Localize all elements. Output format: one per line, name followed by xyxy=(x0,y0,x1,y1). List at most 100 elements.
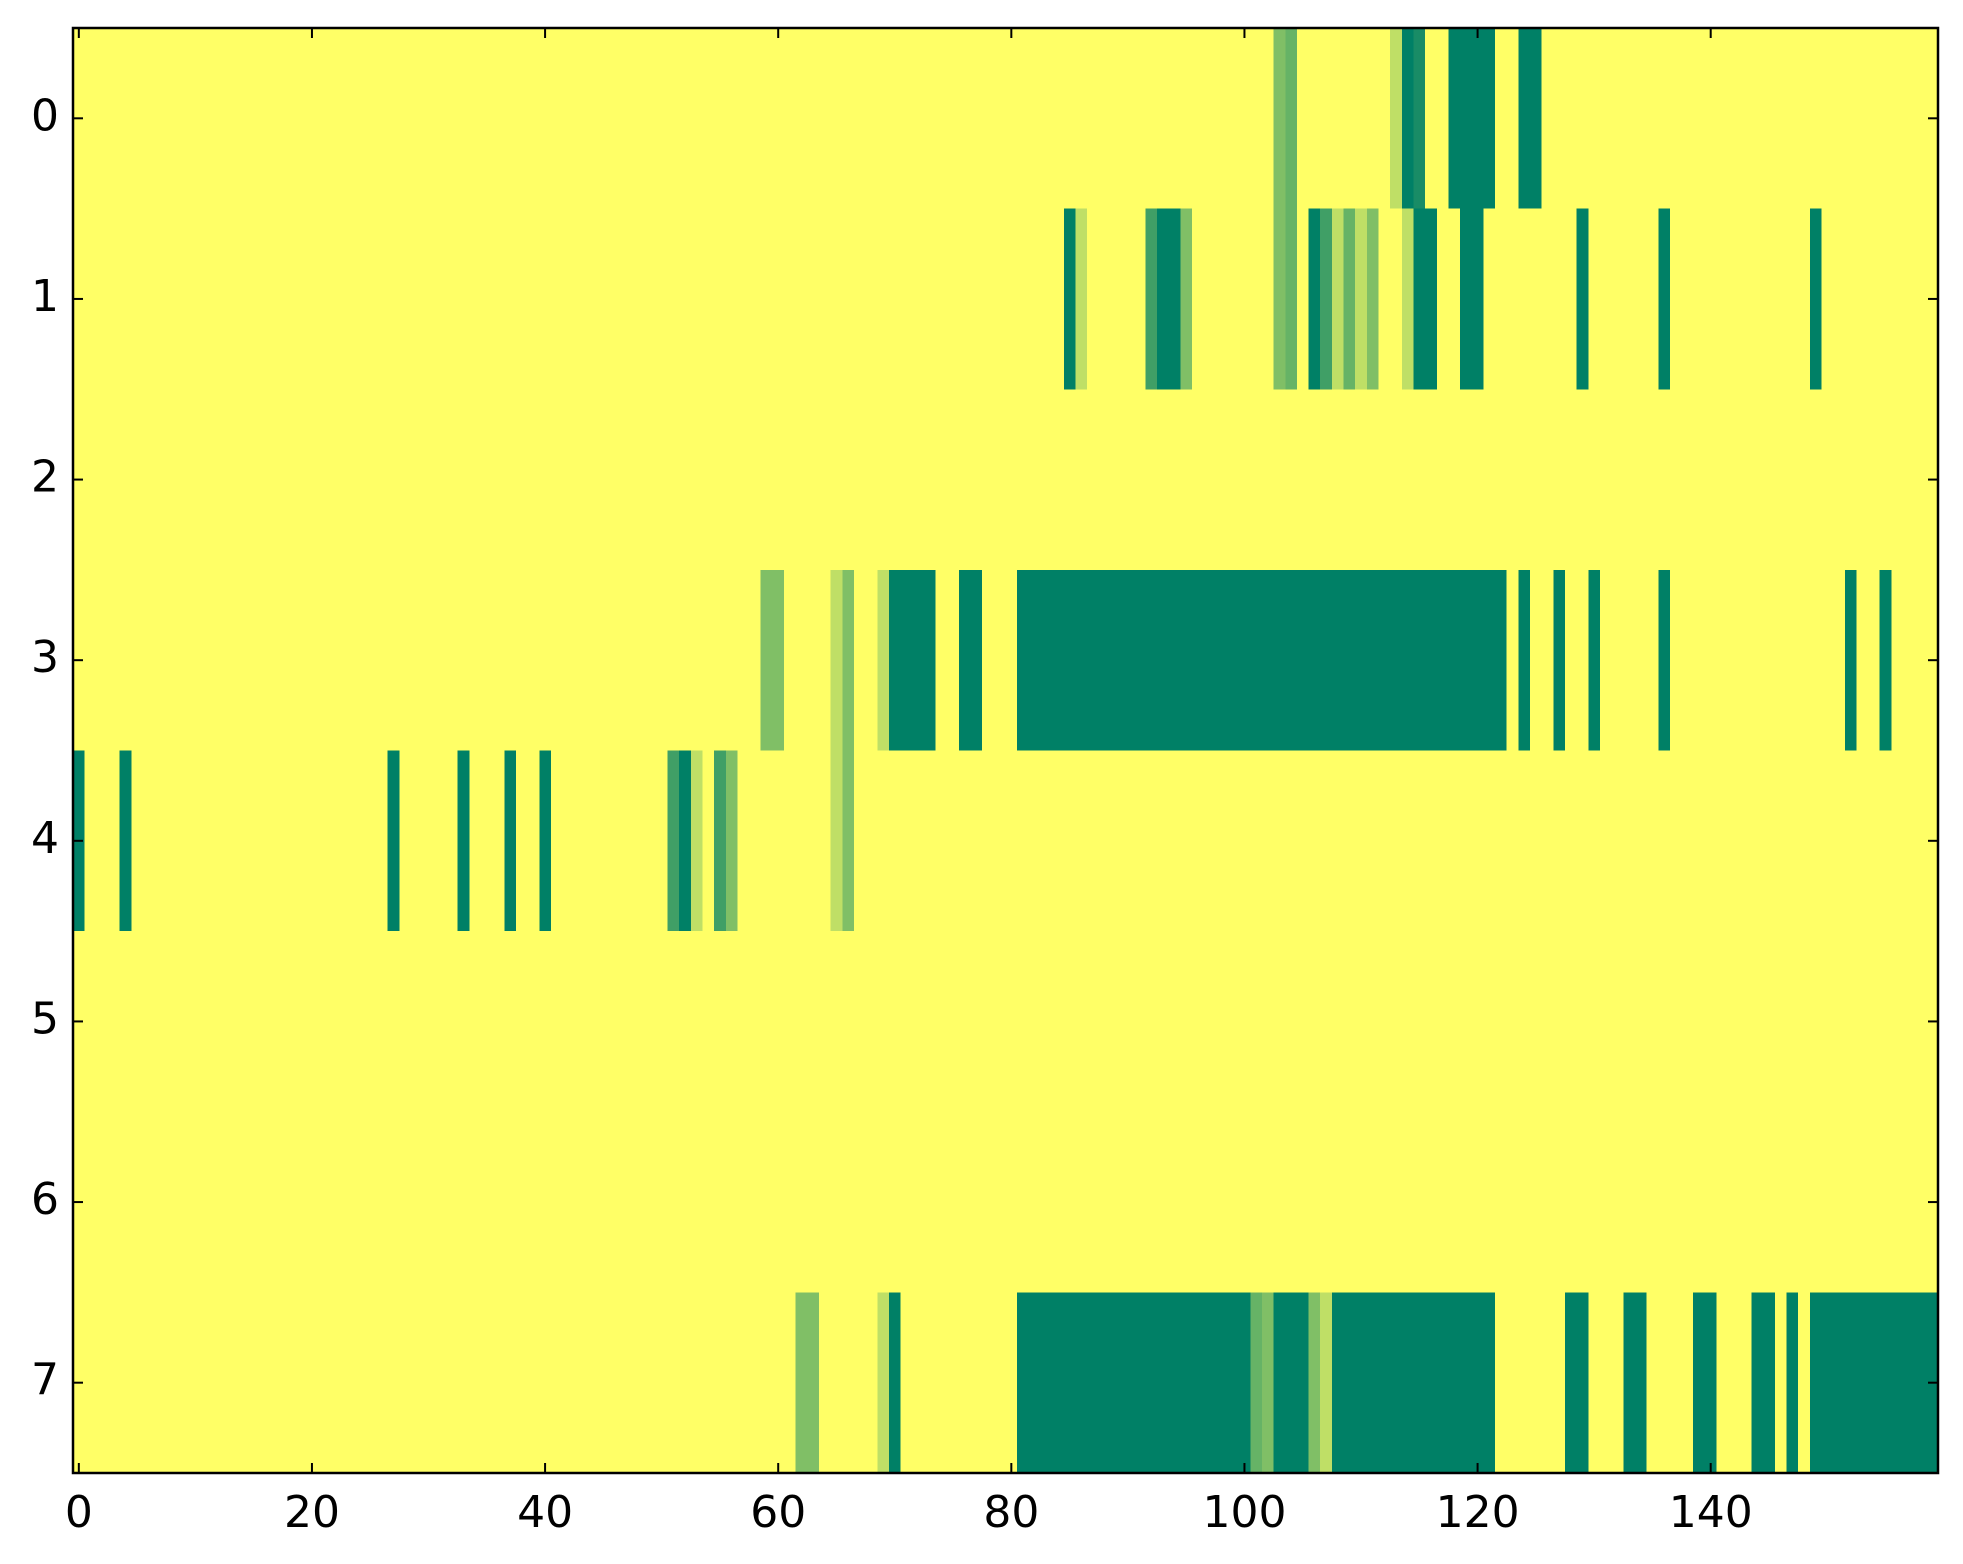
heatmap-cell xyxy=(352,389,365,571)
heatmap-cell xyxy=(1576,389,1589,571)
heatmap-cell xyxy=(1448,208,1461,390)
heatmap-cell xyxy=(807,1111,820,1293)
heatmap-cell xyxy=(1261,750,1275,932)
heatmap-cell xyxy=(1261,931,1275,1113)
heatmap-cell xyxy=(1017,750,1030,932)
heatmap-cell xyxy=(597,1111,610,1293)
heatmap-cell xyxy=(1320,569,1333,751)
heatmap-cell xyxy=(1192,931,1205,1113)
heatmap-cell xyxy=(364,1111,377,1293)
heatmap-cell xyxy=(1215,1292,1228,1474)
heatmap-cell xyxy=(760,1292,773,1474)
heatmap-cell xyxy=(294,28,307,210)
heatmap-cell xyxy=(1739,569,1752,751)
heatmap-cell xyxy=(1017,389,1030,571)
heatmap-cell xyxy=(1541,208,1554,390)
heatmap-cell xyxy=(1763,931,1776,1113)
heatmap-cell xyxy=(1518,1292,1531,1474)
heatmap-cell xyxy=(749,1111,762,1293)
heatmap-cell xyxy=(446,389,459,571)
heatmap-cell xyxy=(1833,750,1846,932)
heatmap-cell xyxy=(958,208,972,390)
heatmap-cell xyxy=(1844,931,1857,1113)
heatmap-cell xyxy=(749,389,762,571)
heatmap-cell xyxy=(119,1292,132,1474)
heatmap-cell xyxy=(1763,389,1776,571)
heatmap-cell xyxy=(585,931,599,1113)
heatmap-cell xyxy=(865,1292,878,1474)
heatmap-cell xyxy=(1716,750,1729,932)
heatmap-cell xyxy=(1448,1111,1461,1293)
heatmap-cell xyxy=(1005,750,1018,932)
heatmap-cell xyxy=(1063,569,1076,751)
heatmap-cell xyxy=(166,28,179,210)
heatmap-cell xyxy=(1751,1111,1764,1293)
heatmap-cell xyxy=(1180,931,1193,1113)
heatmap-cell xyxy=(364,931,377,1113)
heatmap-cell xyxy=(1005,1292,1018,1474)
heatmap-cell xyxy=(364,208,377,390)
heatmap-cell xyxy=(539,208,552,390)
heatmap-cell xyxy=(1891,389,1904,571)
heatmap-cell xyxy=(947,569,960,751)
heatmap-cell xyxy=(819,1111,832,1293)
heatmap-cell xyxy=(1308,208,1321,390)
heatmap-cell xyxy=(294,1111,307,1293)
heatmap-cell xyxy=(807,28,820,210)
heatmap-cell xyxy=(1833,28,1846,210)
heatmap-cell xyxy=(1448,931,1461,1113)
heatmap-cell xyxy=(1122,1292,1135,1474)
heatmap-cell xyxy=(935,208,948,390)
heatmap-cell xyxy=(1868,569,1881,751)
heatmap-cell xyxy=(341,1111,354,1293)
heatmap-cell xyxy=(760,750,773,932)
heatmap-cell xyxy=(1611,750,1624,932)
heatmap-cell xyxy=(1599,389,1613,571)
heatmap-cell xyxy=(609,389,622,571)
heatmap-cell xyxy=(1052,208,1065,390)
heatmap-cell xyxy=(644,750,657,932)
heatmap-cell xyxy=(1215,1111,1228,1293)
heatmap-cell xyxy=(469,208,482,390)
heatmap-cell xyxy=(702,750,715,932)
heatmap-cell xyxy=(1378,1292,1391,1474)
heatmap-cell xyxy=(1856,750,1869,932)
heatmap-cell xyxy=(749,1292,762,1474)
heatmap-cell xyxy=(725,931,738,1113)
heatmap-cell xyxy=(1285,28,1298,210)
heatmap-cell xyxy=(609,569,622,751)
heatmap-cell xyxy=(1052,569,1065,751)
heatmap-cell xyxy=(1157,1111,1170,1293)
heatmap-cell xyxy=(749,750,762,932)
heatmap-cell xyxy=(877,750,890,932)
heatmap-cell xyxy=(107,931,121,1113)
heatmap-cell xyxy=(189,569,202,751)
heatmap-cell xyxy=(329,208,342,390)
heatmap-cell xyxy=(1891,569,1904,751)
heatmap-cell xyxy=(1098,931,1111,1113)
heatmap-cell xyxy=(550,931,564,1113)
heatmap-cell xyxy=(900,1111,913,1293)
heatmap-cell xyxy=(411,750,424,932)
heatmap-cell xyxy=(282,931,295,1113)
heatmap-cell xyxy=(224,750,237,932)
heatmap-cell xyxy=(830,389,843,571)
heatmap-cell xyxy=(1716,28,1729,210)
heatmap-cell xyxy=(1040,569,1053,751)
heatmap-cell xyxy=(1075,1111,1088,1293)
heatmap-cell xyxy=(993,1292,1006,1474)
heatmap-cell xyxy=(1541,1111,1554,1293)
heatmap-cell xyxy=(1005,931,1018,1113)
heatmap-cell xyxy=(119,750,132,932)
heatmap-cell xyxy=(1786,569,1799,751)
heatmap-cell xyxy=(1728,931,1741,1113)
heatmap-cell xyxy=(1168,931,1181,1113)
heatmap-cell xyxy=(970,208,983,390)
heatmap-cell xyxy=(795,389,808,571)
heatmap-cell xyxy=(1611,931,1624,1113)
y-tick-label: 3 xyxy=(31,632,59,683)
heatmap-cell xyxy=(1273,28,1286,210)
heatmap-cell xyxy=(1879,750,1892,932)
heatmap-cell xyxy=(131,1111,144,1293)
heatmap-cell xyxy=(1669,750,1683,932)
